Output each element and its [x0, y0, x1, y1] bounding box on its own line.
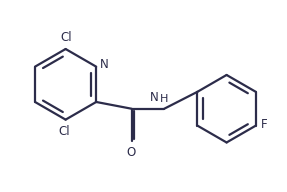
Text: N: N — [150, 91, 159, 104]
Text: Cl: Cl — [59, 125, 70, 138]
Text: O: O — [126, 146, 135, 159]
Text: F: F — [261, 118, 268, 131]
Text: Cl: Cl — [61, 31, 72, 44]
Text: N: N — [100, 58, 108, 71]
Text: H: H — [160, 94, 168, 104]
